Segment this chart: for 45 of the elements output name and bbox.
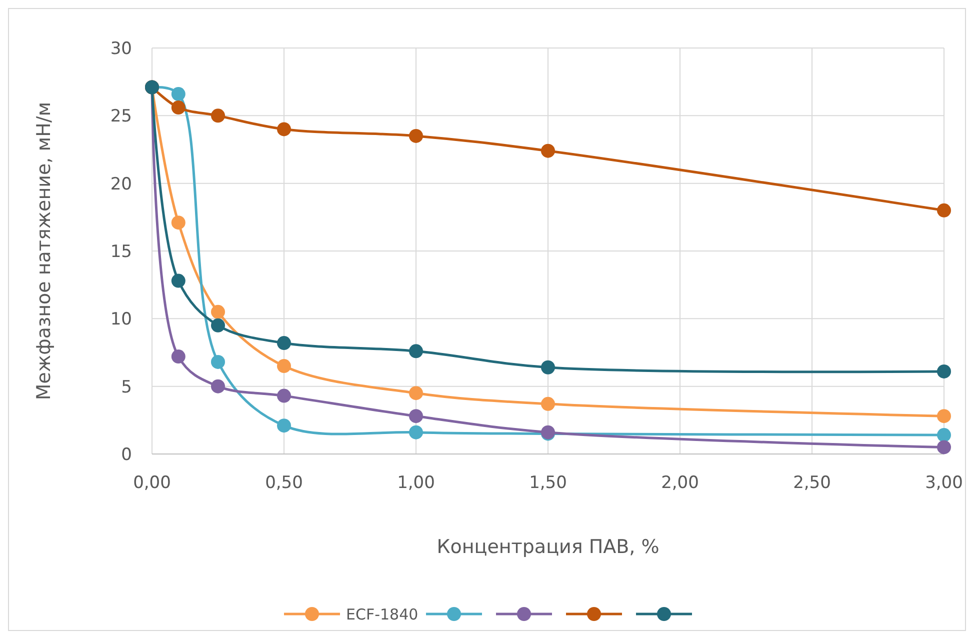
point — [937, 364, 951, 378]
x-tick-label: 1,00 — [397, 473, 435, 493]
y-tick-label: 25 — [110, 106, 132, 127]
legend-label: ECF-1840 — [346, 605, 418, 624]
point — [211, 354, 225, 369]
point — [277, 122, 291, 136]
point — [937, 428, 951, 442]
point — [409, 128, 423, 143]
point — [409, 425, 423, 440]
point — [171, 100, 186, 115]
y-tick-label: 15 — [110, 242, 132, 262]
point — [277, 336, 291, 350]
point — [937, 409, 951, 424]
point — [171, 87, 186, 102]
x-tick-label: 2,00 — [661, 473, 699, 493]
x-tick-label: 0,00 — [133, 473, 171, 493]
point — [937, 440, 951, 454]
y-tick-label: 20 — [110, 174, 132, 194]
point — [171, 274, 186, 288]
x-tick-label: 3,00 — [925, 473, 963, 493]
point — [211, 108, 225, 123]
point — [409, 409, 423, 424]
point — [409, 386, 423, 400]
x-tick-label: 1,50 — [529, 473, 567, 493]
point — [171, 216, 186, 230]
point — [937, 203, 951, 218]
y-axis-title: Межфазное натяжение, мН/м — [33, 102, 55, 400]
point — [211, 379, 225, 394]
point — [211, 304, 225, 319]
point — [541, 144, 555, 158]
y-tick-label: 5 — [121, 377, 132, 398]
x-tick-label: 2,50 — [793, 473, 831, 493]
x-tick-label: 0,50 — [265, 473, 303, 493]
point — [211, 318, 225, 332]
y-tick-label: 0 — [121, 444, 132, 465]
point — [277, 418, 291, 433]
x-axis-title: Концентрация ПАВ, % — [436, 536, 660, 558]
point — [277, 388, 291, 403]
point — [171, 350, 186, 364]
point — [541, 396, 555, 411]
point — [541, 360, 555, 374]
point — [409, 344, 423, 358]
y-tick-label: 10 — [110, 310, 132, 330]
y-tick-label: 30 — [110, 38, 132, 59]
point — [277, 359, 291, 374]
